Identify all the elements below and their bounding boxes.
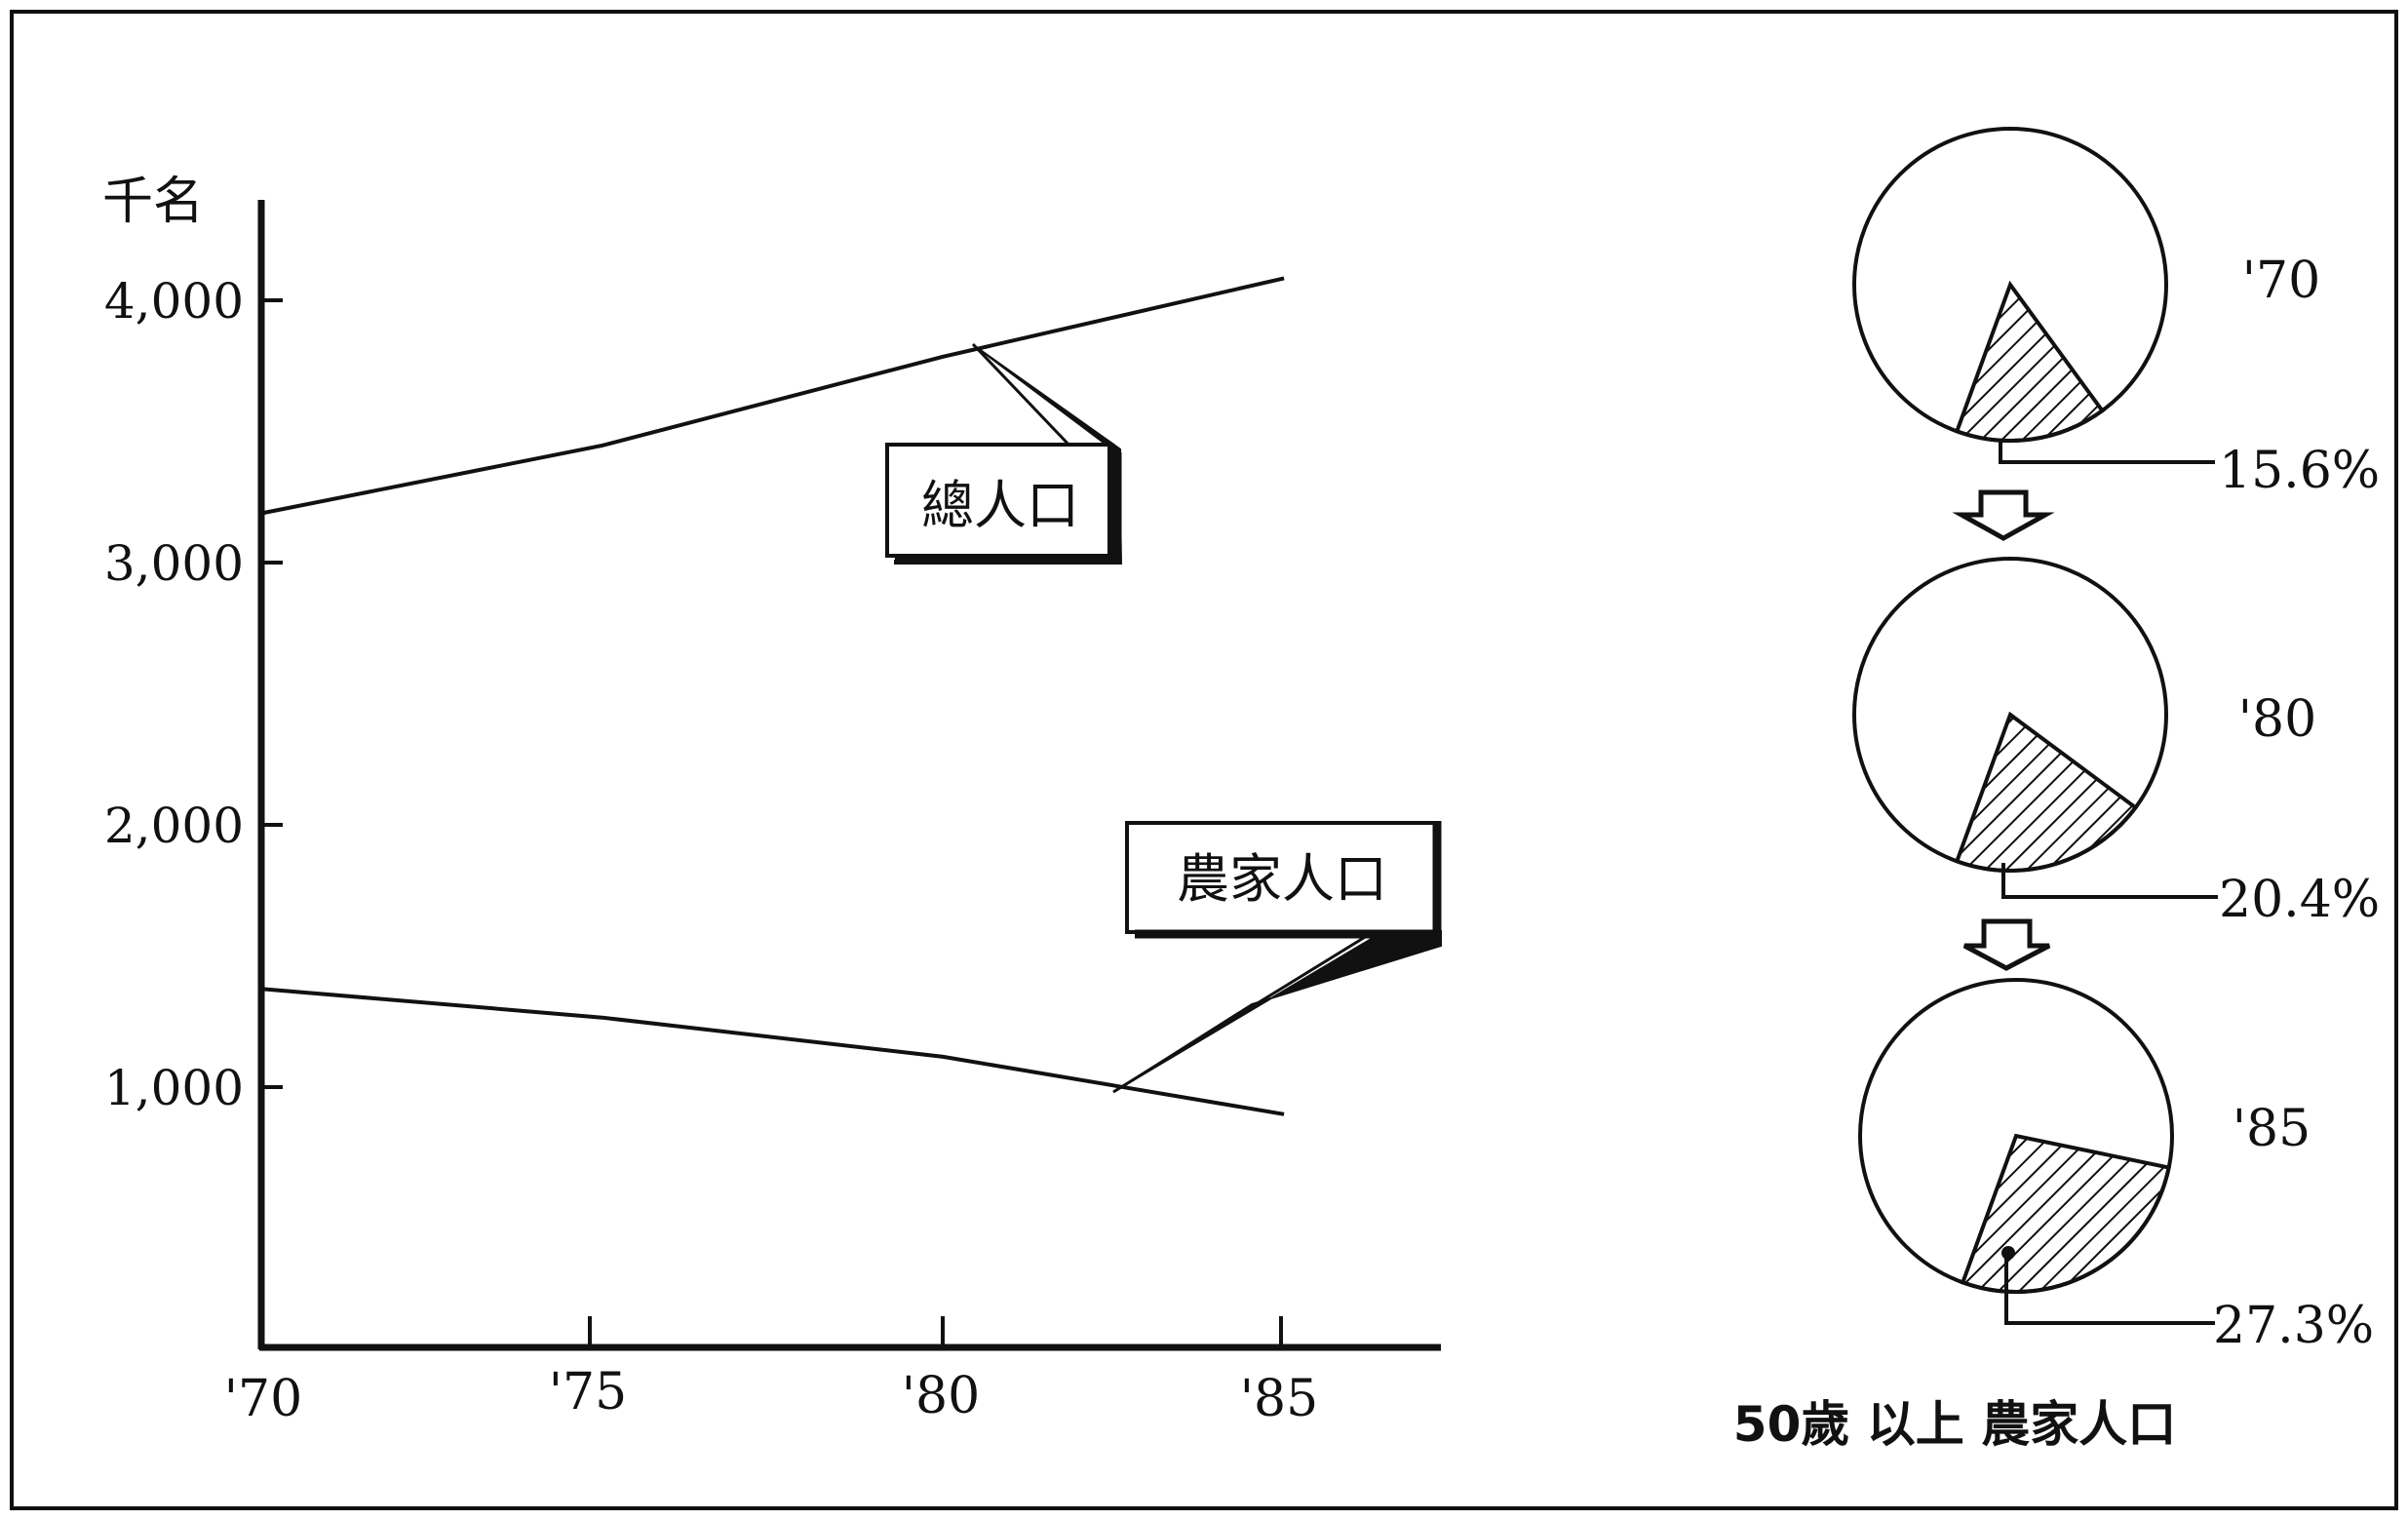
x-ticks: '70 '75 '80 '85 (224, 1316, 1318, 1428)
pie-year-label: '70 (2242, 252, 2320, 310)
leader-line (2001, 863, 2218, 899)
x-tick-label: '70 (224, 1370, 302, 1428)
arrow-down-icon (1952, 489, 2055, 541)
callout-label: 農家人口 (1177, 848, 1387, 910)
y-tick-label: 1,000 (104, 1060, 244, 1116)
y-axis-unit-label: 千名 (102, 173, 204, 231)
series-line-farm-population (260, 987, 1285, 1116)
pie-1970: '70 15.6% (1852, 127, 2380, 500)
callout-farm-population: 農家人口 (1112, 821, 1442, 1094)
pie-slice-50-plus (1954, 711, 2139, 873)
pie-caption: 50歲 以上 農家人口 (1733, 1396, 2176, 1453)
leader-line (2004, 1258, 2215, 1325)
pie-value-label: 15.6% (2219, 442, 2380, 500)
y-tick-label: 3,000 (104, 535, 244, 592)
pie-slice-50-plus (1954, 280, 2106, 443)
pie-value-label: 27.3% (2213, 1297, 2374, 1355)
arrow-down-icon (1962, 918, 2051, 971)
y-ticks: 1,000 2,000 3,000 4,000 (104, 273, 283, 1116)
x-tick-label: '85 (1240, 1370, 1318, 1428)
pie-1985: '85 27.3% (1858, 978, 2374, 1355)
y-tick-label: 4,000 (104, 273, 244, 330)
series-line-total-population (260, 276, 1285, 516)
pie-year-label: '80 (2238, 690, 2316, 749)
x-tick-label: '75 (549, 1363, 627, 1422)
pie-value-label: 20.4% (2219, 871, 2380, 929)
pie-1980: '80 20.4% (1852, 557, 2380, 929)
leader-line (1999, 439, 2215, 464)
pie-year-label: '85 (2233, 1100, 2311, 1158)
x-tick-label: '80 (902, 1367, 980, 1425)
callout-label: 總人口 (921, 475, 1079, 536)
figure-border (10, 10, 2398, 1510)
callout-total-population: 總人口 (885, 342, 1123, 565)
pie-charts: '70 15.6% '80 20.4% '85 27.3% 50歲 以上 農家人… (1733, 127, 2380, 1453)
line-chart: 千名 1,000 2,000 3,000 4,000 '70 '75 '80 '… (102, 173, 1442, 1428)
y-tick-label: 2,000 (104, 798, 244, 854)
